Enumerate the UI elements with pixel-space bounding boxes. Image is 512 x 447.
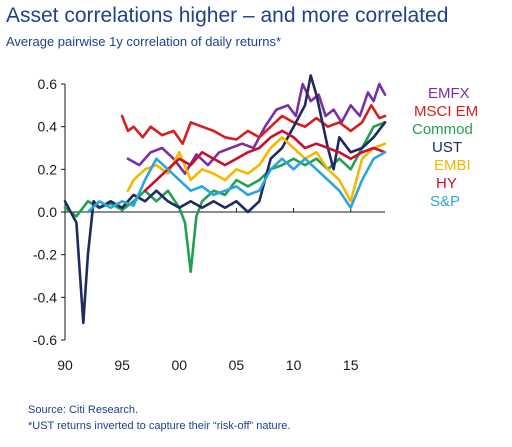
legend-label-ust: UST bbox=[432, 139, 462, 156]
chart-axes: -0.6 -0.4 -0.2 0.0 0.2 0.4 0.6 90 95 00 05 10 15 bbox=[33, 76, 385, 373]
chart-subtitle: Average pairwise 1y correlation of daily… bbox=[6, 34, 282, 49]
series-layer bbox=[63, 74, 387, 325]
series-line-emfx bbox=[126, 82, 387, 175]
legend-label-msci-em: MSCI EM bbox=[414, 103, 478, 120]
x-tick-label: 00 bbox=[171, 357, 187, 373]
series-line-s-p bbox=[86, 151, 387, 214]
y-tick-label: 0.4 bbox=[38, 119, 58, 135]
x-tick-label: 05 bbox=[229, 357, 245, 373]
x-tick-label: 95 bbox=[114, 357, 130, 373]
legend-label-s-p: S&P bbox=[430, 193, 460, 210]
series-line-hy bbox=[143, 129, 387, 192]
y-tick-label: 0.0 bbox=[38, 204, 58, 220]
x-tick-label: 90 bbox=[57, 357, 73, 373]
series-line-ust bbox=[63, 74, 387, 325]
legend-label-emfx: EMFX bbox=[428, 85, 470, 102]
legend-label-embi: EMBI bbox=[434, 157, 471, 174]
source-note: Source: Citi Research. bbox=[28, 404, 139, 416]
series-line-msci-em bbox=[120, 104, 387, 145]
chart-title: Asset correlations higher – and more cor… bbox=[6, 4, 449, 27]
x-tick-label: 10 bbox=[286, 357, 302, 373]
legend-label-hy: HY bbox=[436, 175, 457, 192]
y-tick-label: 0.6 bbox=[38, 76, 58, 92]
line-chart: -0.6 -0.4 -0.2 0.0 0.2 0.4 0.6 90 95 00 05 10 15 EMF… bbox=[33, 74, 478, 373]
y-tick-label: -0.4 bbox=[33, 289, 57, 305]
x-tick-label: 15 bbox=[343, 357, 359, 373]
y-tick-label: -0.2 bbox=[33, 247, 57, 263]
y-tick-label: -0.6 bbox=[33, 332, 57, 348]
legend-label-commod: Commod bbox=[412, 121, 473, 138]
y-tick-label: 0.2 bbox=[38, 161, 58, 177]
footnote: *UST returns inverted to capture their “… bbox=[28, 420, 291, 432]
